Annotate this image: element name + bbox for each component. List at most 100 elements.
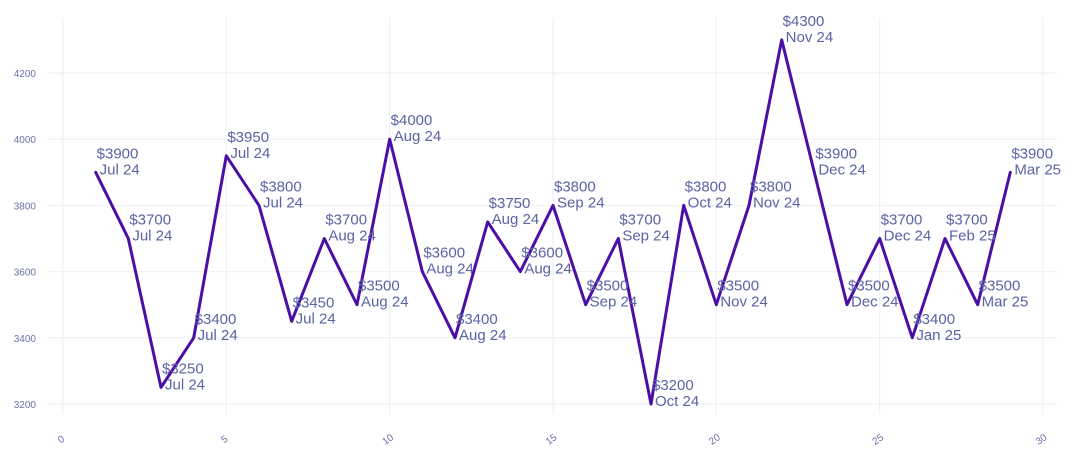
data-label-value: $3700 (129, 212, 171, 229)
data-label-date: Aug 24 (492, 211, 540, 228)
data-label-value: $3900 (815, 145, 857, 162)
data-label-value: $4000 (391, 112, 433, 129)
data-label-date: Nov 24 (786, 29, 834, 46)
data-label-date: Dec 24 (851, 294, 899, 311)
data-label-value: $3700 (325, 212, 367, 229)
data-label-value: $3450 (293, 294, 335, 311)
data-label-value: $3800 (554, 178, 596, 195)
data-label-date: Jul 24 (165, 376, 205, 393)
data-label-date: Nov 24 (753, 194, 801, 211)
data-label-value: $3400 (195, 311, 237, 328)
data-label-date: Aug 24 (394, 128, 442, 145)
data-label-value: $3400 (913, 311, 955, 328)
data-label-value: $3400 (456, 311, 498, 328)
data-label-date: Jul 24 (230, 145, 270, 162)
data-label-date: Feb 25 (949, 228, 996, 245)
data-label-date: Jul 24 (100, 161, 140, 178)
data-label-date: Jul 24 (296, 310, 336, 327)
series-line (94, 38, 1012, 406)
data-label-value: $3250 (162, 360, 204, 377)
x-tick-label: 10 (381, 432, 397, 448)
data-label-date: Mar 25 (982, 294, 1029, 311)
data-label-value: $3200 (652, 377, 694, 394)
data-label-value: $3700 (946, 212, 988, 229)
x-axis-ticks: 0 5 10 15 20 25 30 (56, 432, 1050, 448)
data-label-value: $3900 (97, 145, 139, 162)
data-label-date: Aug 24 (426, 261, 474, 278)
data-label-date: Mar 25 (1014, 161, 1061, 178)
data-label-value: $4300 (783, 13, 825, 30)
data-label-value: $3950 (227, 129, 269, 146)
data-label-date: Jan 25 (916, 327, 961, 344)
data-label-date: Sep 24 (590, 294, 638, 311)
data-label-value: $3750 (489, 195, 531, 212)
x-tick-label: 0 (56, 434, 67, 446)
x-tick-label: 5 (219, 434, 230, 446)
data-label-date: Jul 24 (263, 194, 303, 211)
data-label-date: Jul 24 (132, 228, 172, 245)
y-tick-label: 3800 (14, 201, 37, 212)
data-label-value: $3700 (619, 212, 661, 229)
data-label-date: Dec 24 (818, 161, 866, 178)
y-tick-label: 3400 (14, 334, 37, 345)
y-tick-label: 3200 (14, 400, 37, 411)
data-label-value: $3900 (1011, 145, 1053, 162)
data-label-date: Sep 24 (622, 228, 670, 245)
x-tick-label: 15 (544, 432, 560, 448)
data-label-value: $3800 (750, 178, 792, 195)
y-axis-ticks: 3200 3400 3600 3800 4000 4200 (14, 69, 37, 411)
data-label-value: $3800 (260, 178, 302, 195)
x-tick-label: 25 (871, 432, 887, 448)
data-label-value: $3500 (587, 278, 629, 295)
data-label-value: $3500 (848, 278, 890, 295)
data-label-value: $3500 (358, 278, 400, 295)
y-tick-label: 4000 (14, 135, 37, 146)
data-label-date: Oct 24 (655, 393, 699, 410)
y-tick-label: 4200 (14, 69, 37, 80)
data-label-date: Aug 24 (524, 261, 572, 278)
data-label-date: Aug 24 (328, 228, 376, 245)
data-label-date: Oct 24 (688, 194, 732, 211)
data-label-date: Dec 24 (884, 228, 932, 245)
data-label-date: Aug 24 (361, 294, 409, 311)
x-tick-label: 30 (1034, 432, 1050, 448)
data-label-value: $3700 (881, 212, 923, 229)
x-tick-label: 20 (707, 432, 723, 448)
data-label-date: Nov 24 (720, 294, 768, 311)
data-label-value: $3800 (685, 178, 727, 195)
data-label-value: $3600 (521, 245, 563, 262)
data-label-value: $3600 (423, 245, 465, 262)
data-label-date: Aug 24 (459, 327, 507, 344)
